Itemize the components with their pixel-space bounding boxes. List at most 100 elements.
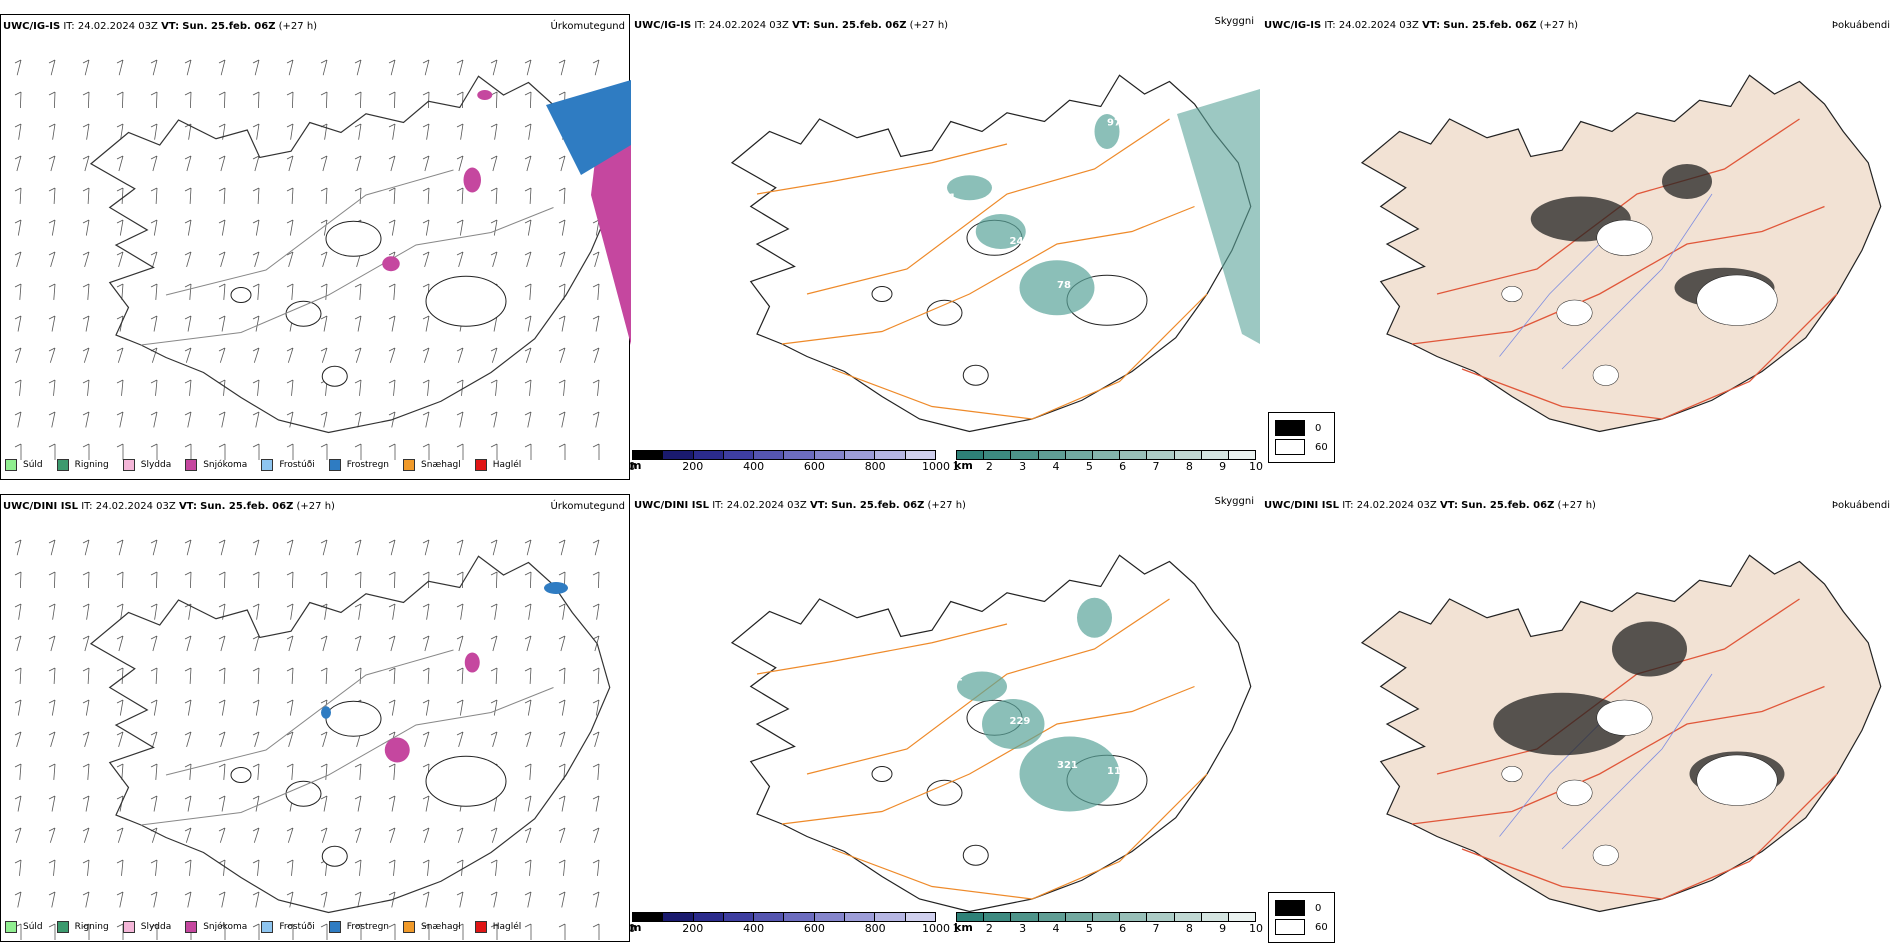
colorbar-swatch <box>875 451 906 459</box>
legend-swatch <box>474 921 487 933</box>
wind-barbs <box>14 59 600 460</box>
colorbar-tick-label: 600 <box>803 460 825 473</box>
colorbar-swatch <box>784 451 815 459</box>
colorbar-swatch <box>754 451 785 459</box>
colorbar-swatch <box>1011 451 1039 459</box>
legend-swatch <box>122 459 135 471</box>
colorbar-tick-label: 4 <box>1052 460 1060 473</box>
colorbar-swatch <box>814 451 846 459</box>
ceiling-value-label: 243 <box>1010 236 1031 247</box>
legend-label: Snjókoma <box>203 460 248 470</box>
legend-swatch <box>5 459 17 471</box>
precip-area <box>544 582 568 594</box>
colorbar-swatches <box>632 450 936 460</box>
coastline <box>89 555 611 914</box>
colorbar-swatch <box>633 913 664 921</box>
visibility-area <box>1177 89 1260 344</box>
colorbar-tick-label: 8 <box>1185 922 1193 935</box>
legend-item: Slydda <box>122 459 172 471</box>
colorbar-tick-label: 5 <box>1085 460 1093 473</box>
precip-area <box>384 737 410 763</box>
panel-header: UWC/DINI ISL IT: 24.02.2024 03Z VT: Sun.… <box>1264 500 1596 511</box>
legend-swatch <box>185 921 198 933</box>
precip-type-legend: Súld Rigning Slydda Snjókoma Frostúði Frostre… <box>5 921 521 933</box>
colorbar-swatch <box>984 451 1012 459</box>
legend-label: Frostúði <box>279 460 315 470</box>
colorbar-ticks: 0 200 400 600 800 1000 <box>629 922 951 935</box>
colorbar-swatch <box>1120 451 1148 459</box>
visibility-panel-bottom: UWC/DINI ISL IT: 24.02.2024 03Z VT: Sun.… <box>629 494 1335 943</box>
legend-swatch <box>56 459 69 471</box>
colorbar-swatch <box>723 451 755 459</box>
colorbar-unit: km <box>954 921 973 934</box>
ceiling-colorbar: 0 200 400 600 800 1000 m <box>629 912 951 935</box>
legend-label: Snjókoma <box>203 922 248 932</box>
colorbar-swatch <box>1092 451 1121 459</box>
ceiling-value-label: 2 <box>1148 631 1155 642</box>
colorbar-unit: km <box>954 459 973 472</box>
colorbar-swatch <box>1228 913 1256 921</box>
visibility-area <box>1019 736 1120 812</box>
colorbar-unit: m <box>630 921 642 934</box>
ceiling-value-label: 8 <box>1063 672 1070 683</box>
ceiling-value-label: 109 <box>1032 679 1053 690</box>
visibility-area <box>1019 260 1095 316</box>
fog-legend-swatch <box>1275 900 1305 916</box>
precip-area <box>546 80 631 175</box>
precip-area <box>382 256 400 272</box>
fog-legend-label: 0 <box>1315 422 1322 434</box>
legend-item: Súld <box>5 921 43 933</box>
ceiling-value-label: 11 <box>1107 766 1121 777</box>
river-network <box>1499 193 1713 370</box>
panel-title: Skyggni <box>1214 16 1254 27</box>
colorbar-tick-label: 1 <box>952 922 960 935</box>
glacier <box>1597 700 1652 736</box>
ceiling-value-label: 142 <box>1138 726 1159 737</box>
ceiling-value-label: 13 <box>1148 151 1162 162</box>
visibility-area <box>982 699 1045 749</box>
panel-title: Úrkomutegund <box>550 21 625 32</box>
precip-type-legend: Súld Rigning Slydda Snjókoma Frostúði Frostre… <box>5 459 521 471</box>
wind-barbs <box>14 539 600 940</box>
visibility-colorbar: 1 2 3 4 5 6 7 8 9 10 km <box>953 450 1263 473</box>
fog-legend-label: 60 <box>1315 441 1328 453</box>
glacier <box>1697 275 1777 326</box>
colorbar-swatch <box>1147 451 1175 459</box>
fog-legend-swatch <box>1275 439 1305 455</box>
legend-swatch <box>261 921 274 933</box>
legend-label: Frostregn <box>346 922 390 932</box>
glacier <box>1593 845 1619 866</box>
colorbar-tick-label: 2 <box>985 460 993 473</box>
legend-swatch <box>261 459 274 471</box>
colorbar-tick-label: 7 <box>1152 922 1160 935</box>
colorbar-tick-label: 9 <box>1219 922 1227 935</box>
legend-item: Snæhagl <box>403 921 461 933</box>
legend-item: Súld <box>5 459 43 471</box>
colorbar-tick-label: 6 <box>1119 460 1127 473</box>
panel-title: Skyggni <box>1214 496 1254 507</box>
road-network <box>756 118 1208 420</box>
legend-item: Frostúði <box>261 921 315 933</box>
panel-header: UWC/IG-IS IT: 24.02.2024 03Z VT: Sun. 25… <box>3 21 318 32</box>
colorbar-tick-label: 2 <box>985 922 993 935</box>
colorbar-swatches <box>632 912 936 922</box>
legend-label: Slydda <box>140 922 172 932</box>
colorbar-swatch <box>845 451 876 459</box>
colorbar-swatch <box>693 451 724 459</box>
colorbar-swatch <box>905 451 935 459</box>
colorbar-tick-label: 600 <box>803 922 825 935</box>
ceiling-value-label: 21 <box>1107 597 1121 608</box>
colorbar-swatch <box>957 451 985 459</box>
ceiling-colorbar: 0 200 400 600 800 1000 m <box>629 450 950 473</box>
colorbar-tick-label: 10 <box>1249 460 1263 473</box>
colorbar-tick-label: 800 <box>864 922 886 935</box>
legend-label: Haglél <box>492 922 522 932</box>
colorbar-swatch <box>1038 913 1066 921</box>
legend-swatch <box>185 459 198 471</box>
ceiling-value-label: 8 <box>876 729 883 740</box>
ceiling-value-label: 97 <box>1107 117 1121 128</box>
legend-label: Slydda <box>140 460 172 470</box>
colorbar-swatch <box>1201 451 1229 459</box>
colorbar-tick-label: 8 <box>1185 460 1193 473</box>
iceland-map <box>14 539 611 940</box>
